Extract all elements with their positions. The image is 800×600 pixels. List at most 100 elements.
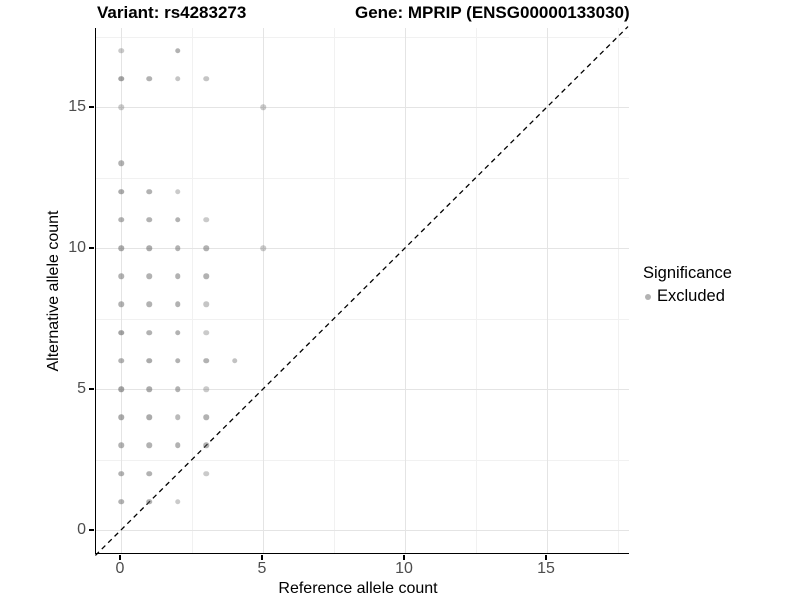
data-point	[146, 273, 153, 279]
x-axis-tick	[119, 554, 121, 560]
data-point	[146, 76, 153, 82]
y-major-gridline	[96, 530, 629, 531]
data-point	[118, 273, 124, 279]
data-point	[146, 301, 153, 308]
data-point	[203, 386, 209, 392]
data-point	[175, 47, 181, 54]
data-point	[146, 442, 153, 449]
data-point	[175, 386, 181, 392]
data-point	[146, 217, 153, 223]
excluded-point-icon	[645, 293, 651, 300]
x-major-gridline	[121, 28, 122, 553]
data-point	[146, 245, 153, 251]
y-tick-label: 5	[77, 380, 86, 397]
y-axis-tick	[88, 106, 94, 108]
plot-title-variant: Variant: rs4283273	[97, 3, 247, 22]
x-axis-tick	[545, 554, 547, 560]
x-tick-label: 15	[537, 560, 555, 577]
x-minor-gridline	[476, 28, 477, 553]
data-point	[203, 329, 209, 336]
data-point	[203, 301, 209, 308]
legend-item-excluded: Excluded	[643, 287, 732, 306]
x-minor-gridline	[618, 28, 619, 553]
data-point	[146, 386, 153, 392]
data-point	[146, 414, 153, 420]
data-point	[118, 470, 124, 477]
y-minor-gridline	[96, 36, 629, 38]
data-point	[203, 273, 209, 279]
data-point	[175, 442, 181, 449]
data-point	[203, 414, 209, 420]
y-axis-tick	[88, 247, 94, 249]
data-point	[203, 470, 209, 477]
y-tick-label: 15	[68, 98, 86, 115]
data-point	[118, 217, 124, 223]
data-point	[118, 414, 124, 420]
y-minor-gridline	[96, 177, 629, 179]
y-major-gridline	[96, 107, 629, 108]
data-point	[260, 245, 266, 251]
x-minor-gridline	[192, 28, 193, 553]
y-major-gridline	[96, 248, 629, 249]
y-axis-tick	[88, 529, 94, 531]
data-point	[203, 442, 209, 449]
y-tick-label: 0	[77, 521, 86, 538]
x-major-gridline	[263, 28, 264, 553]
x-major-gridline	[405, 28, 406, 553]
data-point	[118, 160, 124, 167]
legend: Significance Excluded	[643, 264, 732, 306]
data-point	[231, 358, 238, 364]
data-point	[175, 301, 181, 308]
data-point	[118, 188, 124, 195]
y-minor-gridline	[96, 318, 629, 320]
data-point	[146, 358, 153, 364]
data-point	[146, 329, 153, 336]
data-point	[118, 245, 124, 251]
data-point	[260, 104, 266, 110]
x-axis-tick	[403, 554, 405, 560]
x-minor-gridline	[334, 28, 335, 553]
data-point	[118, 499, 124, 505]
data-point	[203, 217, 209, 223]
data-point	[118, 301, 124, 308]
x-tick-label: 10	[395, 560, 413, 577]
x-axis-tick	[261, 554, 263, 560]
data-point	[175, 245, 181, 251]
data-point	[118, 76, 124, 82]
data-point	[118, 386, 124, 392]
data-point	[175, 217, 181, 223]
y-axis-tick	[88, 388, 94, 390]
identity-line	[94, 26, 629, 556]
x-tick-label: 5	[257, 560, 267, 577]
y-tick-label: 10	[68, 239, 86, 256]
plot-panel	[94, 26, 629, 556]
legend-item-label: Excluded	[657, 287, 725, 305]
data-point	[118, 442, 124, 449]
y-axis-title: Alternative allele count	[45, 210, 62, 372]
data-point	[203, 245, 209, 251]
data-point	[175, 499, 181, 505]
data-point	[146, 499, 153, 505]
data-point	[175, 358, 181, 364]
data-point	[146, 470, 153, 477]
x-axis-title: Reference allele count	[278, 580, 438, 597]
data-point	[146, 188, 153, 195]
data-point	[175, 414, 181, 420]
x-major-gridline	[547, 28, 548, 553]
data-point	[118, 329, 124, 336]
data-point	[175, 76, 181, 82]
data-point	[203, 358, 209, 364]
data-point	[175, 329, 181, 336]
data-point	[175, 273, 181, 279]
x-tick-label: 0	[115, 560, 125, 577]
data-point	[118, 47, 124, 54]
y-minor-gridline	[96, 459, 629, 461]
plot-title-gene: Gene: MPRIP (ENSG00000133030)	[355, 3, 630, 22]
legend-title: Significance	[643, 264, 732, 282]
data-point	[118, 358, 124, 364]
data-point	[203, 76, 209, 82]
y-major-gridline	[96, 389, 629, 390]
data-point	[175, 188, 181, 195]
data-point	[118, 104, 124, 110]
